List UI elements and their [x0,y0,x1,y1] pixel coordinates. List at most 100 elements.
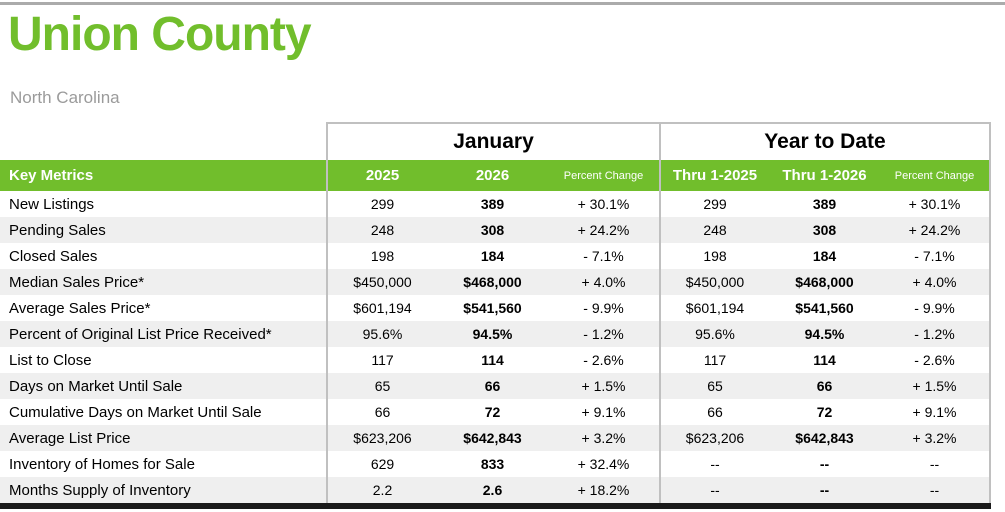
value-jan-pct: + 30.1% [577,196,630,212]
table-row: Days on Market Until Sale 65 66 + 1.5% 65 66 +… [0,373,991,399]
value-jan-prev: 629 [326,451,437,477]
value-ytd-prev: $601,194 [659,295,769,321]
metrics-table: January Year to Date Key Metrics 2025 20… [0,122,991,509]
value-ytd-prev: 95.6% [659,321,769,347]
section-header-year-to-date: Year to Date [659,122,991,160]
col-header-ytd-percent-change: Percent Change [880,160,991,191]
value-ytd-pct: + 4.0% [880,269,991,295]
metric-label: Average List Price [9,429,131,447]
table-row: Pending Sales 248 308 + 24.2% 248 308 + 24.2% [0,217,991,243]
column-header-row: Key Metrics 2025 2026 Percent Change Thr… [0,160,991,191]
value-jan-pct: + 18.2% [577,482,630,498]
value-ytd-prev: 66 [659,399,769,425]
metric-label: List to Close [9,351,92,369]
value-jan-pct: + 32.4% [577,456,630,472]
metric-label: Closed Sales [9,247,98,265]
table-row: New Listings 299 389 + 30.1% 299 389 + 30.1% [0,191,991,217]
value-jan-curr: 94.5% [472,326,513,342]
value-jan-pct: - 7.1% [583,248,624,264]
metric-label: New Listings [9,195,95,213]
value-ytd-pct: + 1.5% [880,373,991,399]
top-divider [0,2,1005,5]
value-ytd-prev: 299 [659,191,769,217]
value-ytd-pct: + 24.2% [880,217,991,243]
value-jan-prev: 117 [326,347,437,373]
metric-label: Average Sales Price* [9,299,151,317]
value-jan-pct: + 4.0% [581,274,626,290]
table-row: Closed Sales 198 184 - 7.1% 198 184 - 7.1% [0,243,991,269]
value-ytd-prev: $450,000 [659,269,769,295]
key-metrics-header: Key Metrics [9,167,94,184]
metric-label: Percent of Original List Price Received* [9,325,272,343]
value-ytd-pct: -- [880,451,991,477]
value-jan-prev: 66 [326,399,437,425]
value-ytd-pct: + 30.1% [880,191,991,217]
value-jan-prev: 65 [326,373,437,399]
value-jan-curr: 114 [481,352,504,368]
value-ytd-pct: -- [880,477,991,503]
value-jan-pct: + 9.1% [581,404,626,420]
value-ytd-prev: 248 [659,217,769,243]
page-title: Union County [8,8,312,61]
col-header-2026: 2026 [475,167,510,184]
value-ytd-curr: 94.5% [804,326,845,342]
table-row: Average Sales Price* $601,194 $541,560 - 9.… [0,295,991,321]
value-ytd-prev: $623,206 [659,425,769,451]
value-jan-prev: 198 [326,243,437,269]
value-ytd-pct: + 9.1% [880,399,991,425]
col-header-jan-percent-change: Percent Change [563,169,644,182]
value-ytd-curr: 114 [813,352,836,368]
value-jan-curr: 308 [480,222,505,238]
value-ytd-curr: -- [819,482,830,498]
value-ytd-curr: $642,843 [795,430,854,446]
value-ytd-prev: -- [659,451,769,477]
value-ytd-curr: 66 [816,378,833,394]
value-jan-curr: 2.6 [482,482,503,498]
value-ytd-curr: 389 [812,196,837,212]
value-ytd-pct: - 7.1% [880,243,991,269]
metric-label: Months Supply of Inventory [9,481,191,499]
value-jan-curr: 72 [484,404,501,420]
bottom-bar [0,503,991,509]
metric-label: Days on Market Until Sale [9,377,183,395]
value-ytd-curr: -- [819,456,830,472]
value-ytd-pct: - 1.2% [880,321,991,347]
table-row: Inventory of Homes for Sale 629 833 + 32.4%… [0,451,991,477]
table-row: Median Sales Price* $450,000 $468,000 + 4.0… [0,269,991,295]
section-header-january: January [326,122,659,160]
value-ytd-curr: 184 [812,248,837,264]
value-ytd-prev: 117 [659,347,769,373]
value-jan-pct: - 1.2% [583,326,624,342]
value-jan-prev: $601,194 [326,295,437,321]
value-jan-curr: $541,560 [463,300,522,316]
value-jan-curr: $642,843 [463,430,522,446]
metric-label: Median Sales Price* [9,273,145,291]
value-ytd-pct: - 9.9% [880,295,991,321]
value-jan-curr: 184 [480,248,505,264]
value-ytd-curr: 72 [816,404,833,420]
value-jan-prev: $450,000 [326,269,437,295]
value-ytd-pct: + 3.2% [880,425,991,451]
table-row: Percent of Original List Price Received*… [0,321,991,347]
value-jan-pct: - 9.9% [583,300,624,316]
metric-label: Cumulative Days on Market Until Sale [9,403,262,421]
value-ytd-curr: 308 [812,222,837,238]
value-jan-pct: + 24.2% [577,222,630,238]
value-jan-prev: 2.2 [326,477,437,503]
table-row: Cumulative Days on Market Until Sale 66 72… [0,399,991,425]
value-jan-prev: $623,206 [326,425,437,451]
col-header-thru-1-2025: Thru 1-2025 [659,160,769,191]
col-header-2025: 2025 [326,160,437,191]
value-jan-pct: + 3.2% [581,430,626,446]
col-header-thru-1-2026: Thru 1-2026 [782,167,867,184]
value-jan-prev: 299 [326,191,437,217]
value-ytd-prev: 65 [659,373,769,399]
value-jan-curr: 833 [480,456,505,472]
value-jan-pct: + 1.5% [581,378,626,394]
value-jan-prev: 248 [326,217,437,243]
value-jan-curr: 389 [480,196,505,212]
value-jan-pct: - 2.6% [583,352,624,368]
value-ytd-prev: 198 [659,243,769,269]
value-ytd-pct: - 2.6% [880,347,991,373]
value-ytd-curr: $468,000 [795,274,854,290]
